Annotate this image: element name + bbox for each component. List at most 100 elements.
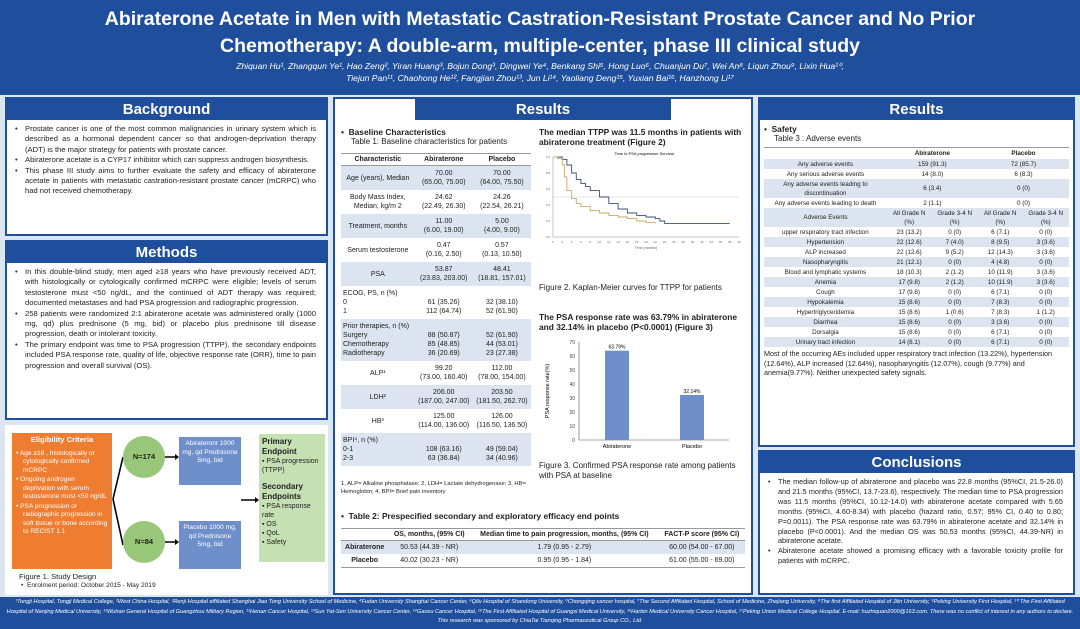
secondary-endpoint-item: ▪ Safety [262,539,287,546]
table-cell: 15 (8.6) [886,297,932,307]
table-row: Diarrhea 15 (8.6) 0 (0) 3 (3.6) 0 (0) [764,317,1069,327]
table-cell: 2 (1.2) [945,268,964,276]
table-cell: 0 (0) [1039,328,1053,336]
table-cell: 0 (0) [948,228,962,236]
table-cell: 17 (9.8) [898,288,921,296]
table-cell: Blood and lymphatic systems [784,268,867,276]
bar-placebo [680,395,704,440]
table-subheader-row: Adverse Events All Grade N (%) Grade 3-4 N… [764,208,1069,227]
table-cell: PSA [341,262,415,286]
table-cell: 17 (9.8) [886,277,932,287]
primary-endpoint-item: ▪ PSA progression (TTPP) [262,458,319,474]
km-x-tick: 18 [635,240,639,244]
table-cell: 0.47 (0.16, 2.50) [425,242,462,258]
km-y-tick: 0.2 [546,219,551,223]
table-cell: Placebo [351,557,379,564]
section-title: Results [415,99,671,120]
table-cell: 6 (7.1) [991,228,1010,236]
table-row: Body Mass Index, Median, kg/m 2 24.62 (22… [341,190,531,214]
table-cell: ALP increased [805,248,846,256]
adverse-events-table: Abiraterone Placebo Any adverse events 159 … [764,147,1069,347]
column-header: Grade 3-4 N (%) [1022,208,1069,227]
km-x-tick: 38 [728,240,732,244]
bar-abiraterone [605,350,629,440]
efficacy-table: OS, months, (95% CI) Median time to pain … [341,528,745,568]
table-cell: 126.00 (116.50, 136.50) [476,413,528,429]
bar-y-tick: 40 [569,382,575,388]
km-curve-abiraterone [553,156,730,224]
table-cell: 22 (12.6) [886,237,932,247]
table-row: Cough 17 (9.8) 0 (0) 6 (7.1) 0 (0) [764,287,1069,297]
bar-data-label: 32.14% [684,389,702,395]
ttpp-finding: The median TTPP was 11.5 months in patie… [539,127,742,147]
background-list: Prostate cancer is one of the most commo… [7,120,326,199]
bar-y-tick: 60 [569,354,575,360]
table-cell: Treatment, months [341,214,415,238]
km-x-tick: 36 [719,240,723,244]
table-row: Any adverse events leading to death 2 (1.… [764,198,1069,208]
table-cell: 0 (0) [977,179,1069,198]
table-cell: 7 (8.3) [977,297,1023,307]
table-cell: 6 (3.4) [886,179,978,198]
table-cell: Diarrhea [764,317,887,327]
column-header: All Grade N (%) [886,208,932,227]
psa-finding: The PSA response rate was 63.79% in abir… [539,312,737,332]
table-cell: 6 (7.1) [991,288,1010,296]
study-design-figure: Eligibility Criteria • Age ≥18 , histolo… [5,425,328,595]
table-cell: 50.53 (44.39 - NR) [388,540,471,554]
table-cell: 32 (38.10) 52 (61.90) [485,299,518,315]
results-right-section: Results • Safety Table 3 : Adverse event… [758,97,1075,447]
km-x-tick: 8 [589,240,591,244]
section-title: Results [760,99,1073,120]
eligibility-item: • PSA progression or radiographic progre… [16,502,108,536]
table-cell: 108 (63.16) 63 (36.84) [414,433,473,466]
results-middle-section: Results • Baseline Characteristics Table… [333,97,753,595]
table-row: Placebo 40.02 (30.23 - NR) 0.95 (0.95 - 1.… [341,554,745,568]
section-title: Methods [7,242,326,263]
table-cell: Cough [816,288,835,296]
secondary-endpoint-item: ▪ QoL [262,530,280,537]
table-cell: 23 (13.2) [896,228,922,236]
table-cell: 0 (0) [948,328,962,336]
table-cell: 3 (3.6) [977,317,1023,327]
table-cell: 70.00 (65.00, 75.00) [414,165,473,190]
table-cell: 6 (7.1) [991,328,1010,336]
table-cell: 11.00 (6.00, 19.00) [414,214,473,238]
table2-block: • Table 2: Prespecified secondary and ex… [341,511,745,568]
table-cell: 0 (0) [931,337,978,347]
km-x-tick: 28 [682,240,686,244]
table-cell: 5.00 (4.00, 9.00) [472,214,531,238]
poster-title: Abiraterone Acetate in Men with Metastat… [104,8,976,57]
km-x-tick: 10 [598,240,602,244]
km-x-tick: 16 [626,240,630,244]
methods-bullet: In this double-blind study, men aged ≥18… [15,267,316,309]
column-header: Abiraterone [886,147,978,159]
conclusion-bullet: Abiraterone acetate showed a promising e… [768,546,1063,566]
table-cell: Hypertriglyceridemia [796,308,855,316]
bar-category-label: Placebo [682,444,702,450]
km-x-tick: 26 [672,240,676,244]
conclusions-list: The median follow-up of abiraterone and … [760,473,1073,568]
table-cell: 7 (8.3) [991,308,1010,316]
arm1-n: N=174 [123,436,165,478]
column-header: OS, months, (95% CI) [388,528,471,541]
endpoints-box: Primary Endpoint ▪ PSA progression (TTPP… [259,434,325,562]
table-cell: 0 (0) [1022,337,1069,347]
table-row: Age (years), Median 70.00 (65.00, 75.00) 7… [341,165,531,190]
table-cell: BPI⁴, n (%) 0-1 2-3 [341,433,415,466]
bar-y-tick: 0 [572,438,575,444]
table2-caption: • Table 2: Prespecified secondary and ex… [341,511,620,521]
bar-y-label: PSA response rate(%) [545,364,551,419]
table-cell: 24.26 (22.54, 26.21) [480,194,524,210]
table-row: BPI⁴, n (%) 0-1 2-3 108 (63.16) 63 (36.8… [341,433,531,466]
column-header: Placebo [977,147,1069,159]
table-cell: 14 (8.1) [886,337,932,347]
table-cell: 0 (0) [1039,288,1053,296]
section-title: Background [7,99,326,120]
table-cell: 3 (3.6) [1022,237,1069,247]
enrolment-period: • Enrolment period: October 2015 - May 2… [21,582,156,589]
table-cell: 0 (0) [1022,297,1069,307]
methods-list: In this double-blind study, men aged ≥18… [7,263,326,373]
column-header: Abiraterone [414,153,473,166]
methods-bullet: The primary endpoint was time to PSA pro… [15,340,316,371]
